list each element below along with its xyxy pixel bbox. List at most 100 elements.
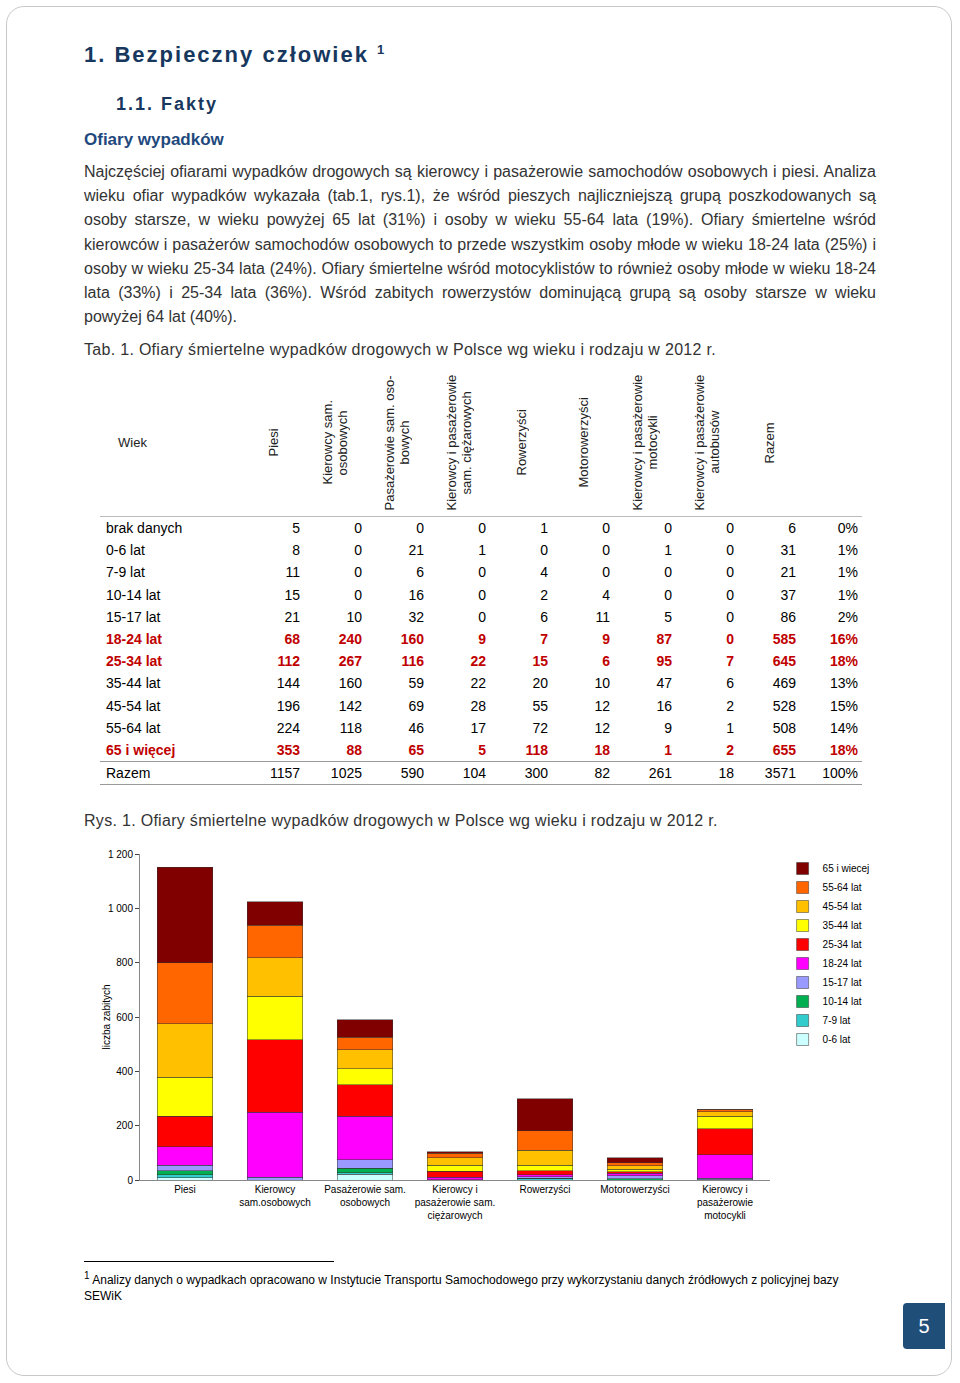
- html-text:Rys. 1. Ofiary śmiertelne wypa: Rys. 1. Ofiary śmiertelne wypadków drogo…: [84, 812, 718, 829]
- html-text:16: 16: [408, 586, 424, 603]
- svg-text:800: 800: [116, 957, 133, 968]
- html-text:Kierowcy i pasażerowie motocyk: Kierowcy i pasażerowie motocykli: [630, 374, 660, 511]
- html-text:2%: 2%: [837, 608, 858, 625]
- html-text:Kierowcy i pasażerowie autobus: Kierowcy i pasażerowie autobusów: [692, 374, 722, 511]
- html-text:300: 300: [524, 765, 548, 782]
- html-text:144: 144: [276, 675, 300, 692]
- svg-text:liczba zabitych: liczba zabitych: [101, 984, 112, 1049]
- html-text:112: 112: [277, 653, 300, 670]
- html-text:31: 31: [780, 542, 796, 559]
- html-text:Tab. 1. Ofiary śmiertelne wypa: Tab. 1. Ofiary śmiertelne wypadków drogo…: [84, 341, 716, 358]
- html-text:590: 590: [400, 765, 424, 782]
- svg-text:35-44 lat: 35-44 lat: [823, 920, 862, 931]
- html-text:645: 645: [772, 653, 796, 670]
- svg-text:400: 400: [116, 1066, 133, 1077]
- html-text:16%: 16%: [830, 631, 858, 647]
- svg-text:200: 200: [116, 1120, 133, 1131]
- html-text:35-44 lat: 35-44 lat: [106, 675, 161, 692]
- svg-text:Motorowerzyści: Motorowerzyści: [600, 1184, 669, 1195]
- html-text:21: 21: [408, 542, 424, 559]
- svg-text:55-64 lat: 55-64 lat: [823, 882, 862, 893]
- html-text:15-17 lat: 15-17 lat: [106, 608, 161, 625]
- html-text:10-14 lat: 10-14 lat: [106, 586, 161, 603]
- svg-text:0-6 lat: 0-6 lat: [823, 1034, 851, 1045]
- svg-text:0: 0: [127, 1175, 133, 1186]
- html-text:13%: 13%: [830, 675, 858, 692]
- html-text:Razem: Razem: [106, 765, 151, 782]
- svg-text:600: 600: [116, 1012, 133, 1023]
- html-text:Razem: Razem: [761, 421, 777, 464]
- svg-text:45-54 lat: 45-54 lat: [823, 901, 862, 912]
- html-text:508: 508: [772, 719, 796, 736]
- html-text:Wiek: Wiek: [118, 434, 147, 450]
- html-text:Kierowcy i pasażerowie sam. ci: Kierowcy i pasażerowie sam. ciężarowych: [444, 374, 474, 511]
- svg-text:7-9 lat: 7-9 lat: [823, 1015, 851, 1026]
- html-text:469: 469: [772, 675, 796, 692]
- svg-text:10-14 lat: 10-14 lat: [823, 996, 862, 1007]
- svg-text:25-34 lat: 25-34 lat: [823, 939, 862, 950]
- html-text:267: 267: [338, 653, 362, 670]
- html-text:Ofiary wypadków: Ofiary wypadków: [84, 130, 224, 149]
- html-text:Kierowcy sam. osobowych: Kierowcy sam. osobowych: [320, 400, 350, 485]
- html-text:1%: 1%: [837, 542, 858, 559]
- html-text:1%: 1%: [837, 564, 858, 581]
- html-text:68: 68: [284, 631, 300, 647]
- html-text:1. Bezpieczny człowiek1: 1. Bezpieczny człowiek1: [84, 42, 385, 68]
- html-text:118: 118: [339, 719, 362, 736]
- svg-text:18-24 lat: 18-24 lat: [823, 958, 862, 969]
- html-text:Piesi: Piesi: [265, 428, 281, 457]
- html-text:55-64 lat: 55-64 lat: [106, 719, 161, 736]
- html-text:87: 87: [656, 631, 672, 647]
- html-text:Pasażerowie sam. oso-bowych: Pasażerowie sam. oso-bowych: [382, 374, 412, 511]
- html-text:18-24 lat: 18-24 lat: [106, 631, 162, 647]
- svg-text:Piesi: Piesi: [174, 1184, 196, 1195]
- svg-text:Rowerzyści: Rowerzyści: [519, 1184, 570, 1195]
- svg-text:1 000: 1 000: [108, 903, 133, 914]
- html-text:116: 116: [401, 653, 424, 670]
- svg-text:1 200: 1 200: [108, 849, 133, 860]
- html-text:21: 21: [284, 608, 300, 625]
- svg-text:Kierowcy ipasażerowiemotocykli: Kierowcy ipasażerowiemotocykli: [697, 1184, 754, 1221]
- html-text:10: 10: [346, 608, 362, 625]
- svg-text:Kierowcy ipasażerowie sam.cięż: Kierowcy ipasażerowie sam.ciężarowych: [415, 1184, 496, 1221]
- html-text:7-9 lat: 7-9 lat: [106, 564, 145, 581]
- html-text:15: 15: [284, 586, 300, 603]
- html-text:528: 528: [772, 697, 796, 714]
- html-text:1Analizy danych o wypadkach op: 1Analizy danych o wypadkach opracowano w…: [84, 1270, 839, 1303]
- html-text:0%: 0%: [837, 520, 858, 537]
- html-text:240: 240: [338, 631, 362, 647]
- html-text:Najczęściej ofiarami wypadków: Najczęściej ofiarami wypadków drogowych …: [84, 163, 876, 326]
- svg-text:65 i wiecej: 65 i wiecej: [823, 863, 870, 874]
- html-text:160: 160: [338, 675, 362, 692]
- html-text:Motorowerzyści: Motorowerzyści: [575, 397, 591, 488]
- html-text:585: 585: [772, 631, 796, 647]
- html-text:1.1. Fakty: 1.1. Fakty: [116, 94, 218, 114]
- html-text:18%: 18%: [830, 653, 858, 670]
- html-text:261: 261: [648, 765, 672, 782]
- html-text:1157: 1157: [269, 765, 300, 782]
- html-text:1%: 1%: [837, 586, 858, 603]
- html-text:3571: 3571: [764, 765, 796, 782]
- html-text:196: 196: [276, 697, 300, 714]
- html-text:brak danych: brak danych: [106, 520, 183, 537]
- html-text:100%: 100%: [822, 765, 858, 782]
- html-text:37: 37: [780, 586, 796, 603]
- html-text:25-34 lat: 25-34 lat: [106, 653, 162, 670]
- svg-text:15-17 lat: 15-17 lat: [823, 977, 862, 988]
- html-text:142: 142: [338, 697, 362, 714]
- svg-text:Pasażerowie sam.osobowych: Pasażerowie sam.osobowych: [324, 1184, 406, 1208]
- html-text:14%: 14%: [830, 719, 858, 736]
- html-text:32: 32: [408, 608, 424, 625]
- html-text:22: 22: [470, 653, 486, 670]
- html-text:Rowerzyści: Rowerzyści: [513, 409, 529, 476]
- html-text:86: 86: [780, 608, 796, 625]
- html-text:104: 104: [462, 765, 486, 782]
- html-text:45-54 lat: 45-54 lat: [106, 697, 161, 714]
- html-text:160: 160: [400, 631, 424, 647]
- html-text:0-6 lat: 0-6 lat: [106, 542, 145, 559]
- html-text:1025: 1025: [330, 765, 362, 782]
- html-text:21: 21: [780, 564, 796, 581]
- html-text:224: 224: [276, 719, 300, 736]
- svg-text:Kierowcysam.osobowych: Kierowcysam.osobowych: [239, 1184, 311, 1208]
- html-text:15%: 15%: [830, 697, 858, 714]
